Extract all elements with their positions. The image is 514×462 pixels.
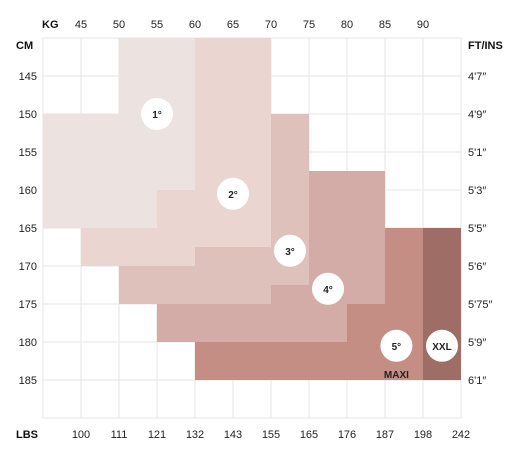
- size-label-0: 1°: [152, 110, 162, 121]
- tick-lbs: 132: [186, 429, 204, 441]
- size-region-2: [119, 266, 271, 304]
- tick-lbs: 155: [262, 429, 280, 441]
- axis-title-kg: KG: [42, 19, 59, 31]
- axis-title-lbs: LBS: [16, 429, 38, 441]
- tick-cm: 165: [19, 223, 37, 235]
- tick-ft: 5'6″: [468, 261, 486, 273]
- tick-cm: 170: [19, 261, 37, 273]
- tick-kg: 70: [265, 19, 277, 31]
- tick-ft: 5'1″: [468, 147, 486, 159]
- tick-cm: 160: [19, 185, 37, 197]
- size-region-4: [385, 228, 423, 304]
- axis-title-cm: CM: [16, 40, 33, 52]
- tick-cm: 145: [19, 71, 37, 83]
- size-badge-0: [141, 98, 173, 130]
- tick-lbs: 187: [376, 429, 394, 441]
- tick-cm: 150: [19, 109, 37, 121]
- size-badge-3: [312, 272, 344, 305]
- tick-ft: 5'9″: [468, 337, 486, 349]
- tick-cm: 155: [19, 147, 37, 159]
- tick-lbs: 165: [300, 429, 318, 441]
- axis-title-ft: FT/INS: [468, 40, 503, 52]
- tick-kg: 45: [75, 19, 87, 31]
- tick-lbs: 198: [414, 429, 432, 441]
- size-region-2: [271, 114, 309, 171]
- tick-kg: 60: [189, 19, 201, 31]
- size-badge-1: [217, 177, 249, 210]
- tick-ft: 6'1″: [468, 375, 486, 387]
- size-badge-2: [274, 234, 306, 267]
- tick-kg: 65: [227, 19, 239, 31]
- tick-ft: 4'7″: [468, 71, 486, 83]
- size-label-1: 2°: [228, 190, 238, 201]
- size-region-1: [157, 190, 271, 228]
- size-badge-4: [380, 329, 413, 362]
- tick-lbs: 111: [111, 429, 128, 441]
- tick-ft: 5'3″: [468, 185, 486, 197]
- size-sublabel-4: MAXI: [384, 370, 409, 381]
- tick-ft: 4'9″: [468, 109, 486, 121]
- size-region-1: [195, 38, 271, 114]
- tick-kg: 55: [151, 19, 163, 31]
- size-region-3: [157, 304, 347, 342]
- size-label-3: 4°: [323, 285, 333, 296]
- tick-lbs: 143: [224, 429, 242, 441]
- tick-cm: 180: [19, 337, 37, 349]
- tick-kg: 90: [417, 19, 429, 31]
- tick-lbs: 100: [72, 429, 90, 441]
- size-region-3: [309, 171, 347, 228]
- tick-kg: 75: [303, 19, 315, 31]
- tick-cm: 185: [19, 375, 37, 387]
- tick-lbs: 121: [148, 429, 166, 441]
- size-region-1: [195, 114, 271, 190]
- size-regions: [43, 38, 461, 380]
- size-labels: 1° 2° 3° 4° 5° MAXI XXL: [141, 98, 458, 381]
- size-label-2: 3°: [285, 247, 295, 258]
- tick-kg: 50: [113, 19, 125, 31]
- size-region-0: [43, 114, 195, 190]
- tick-cm: 175: [19, 299, 37, 311]
- size-region-0: [43, 190, 157, 228]
- tick-kg: 85: [379, 19, 391, 31]
- tick-ft: 5'5″: [468, 223, 486, 235]
- tick-lbs: 176: [338, 429, 356, 441]
- size-region-3: [347, 171, 385, 228]
- tick-ft: 5'75″: [468, 299, 492, 311]
- axis-ticks: 45 50 55 60 65 70 75 80 85 90 100 111 121 132 143 155 16…: [19, 19, 493, 441]
- size-region-1: [81, 228, 195, 266]
- size-label-4: 5°: [392, 342, 402, 353]
- tick-kg: 80: [341, 19, 353, 31]
- size-region-1: [195, 228, 271, 247]
- size-badge-5: [426, 329, 458, 362]
- tick-lbs: 242: [452, 429, 470, 441]
- size-label-5: XXL: [432, 342, 451, 353]
